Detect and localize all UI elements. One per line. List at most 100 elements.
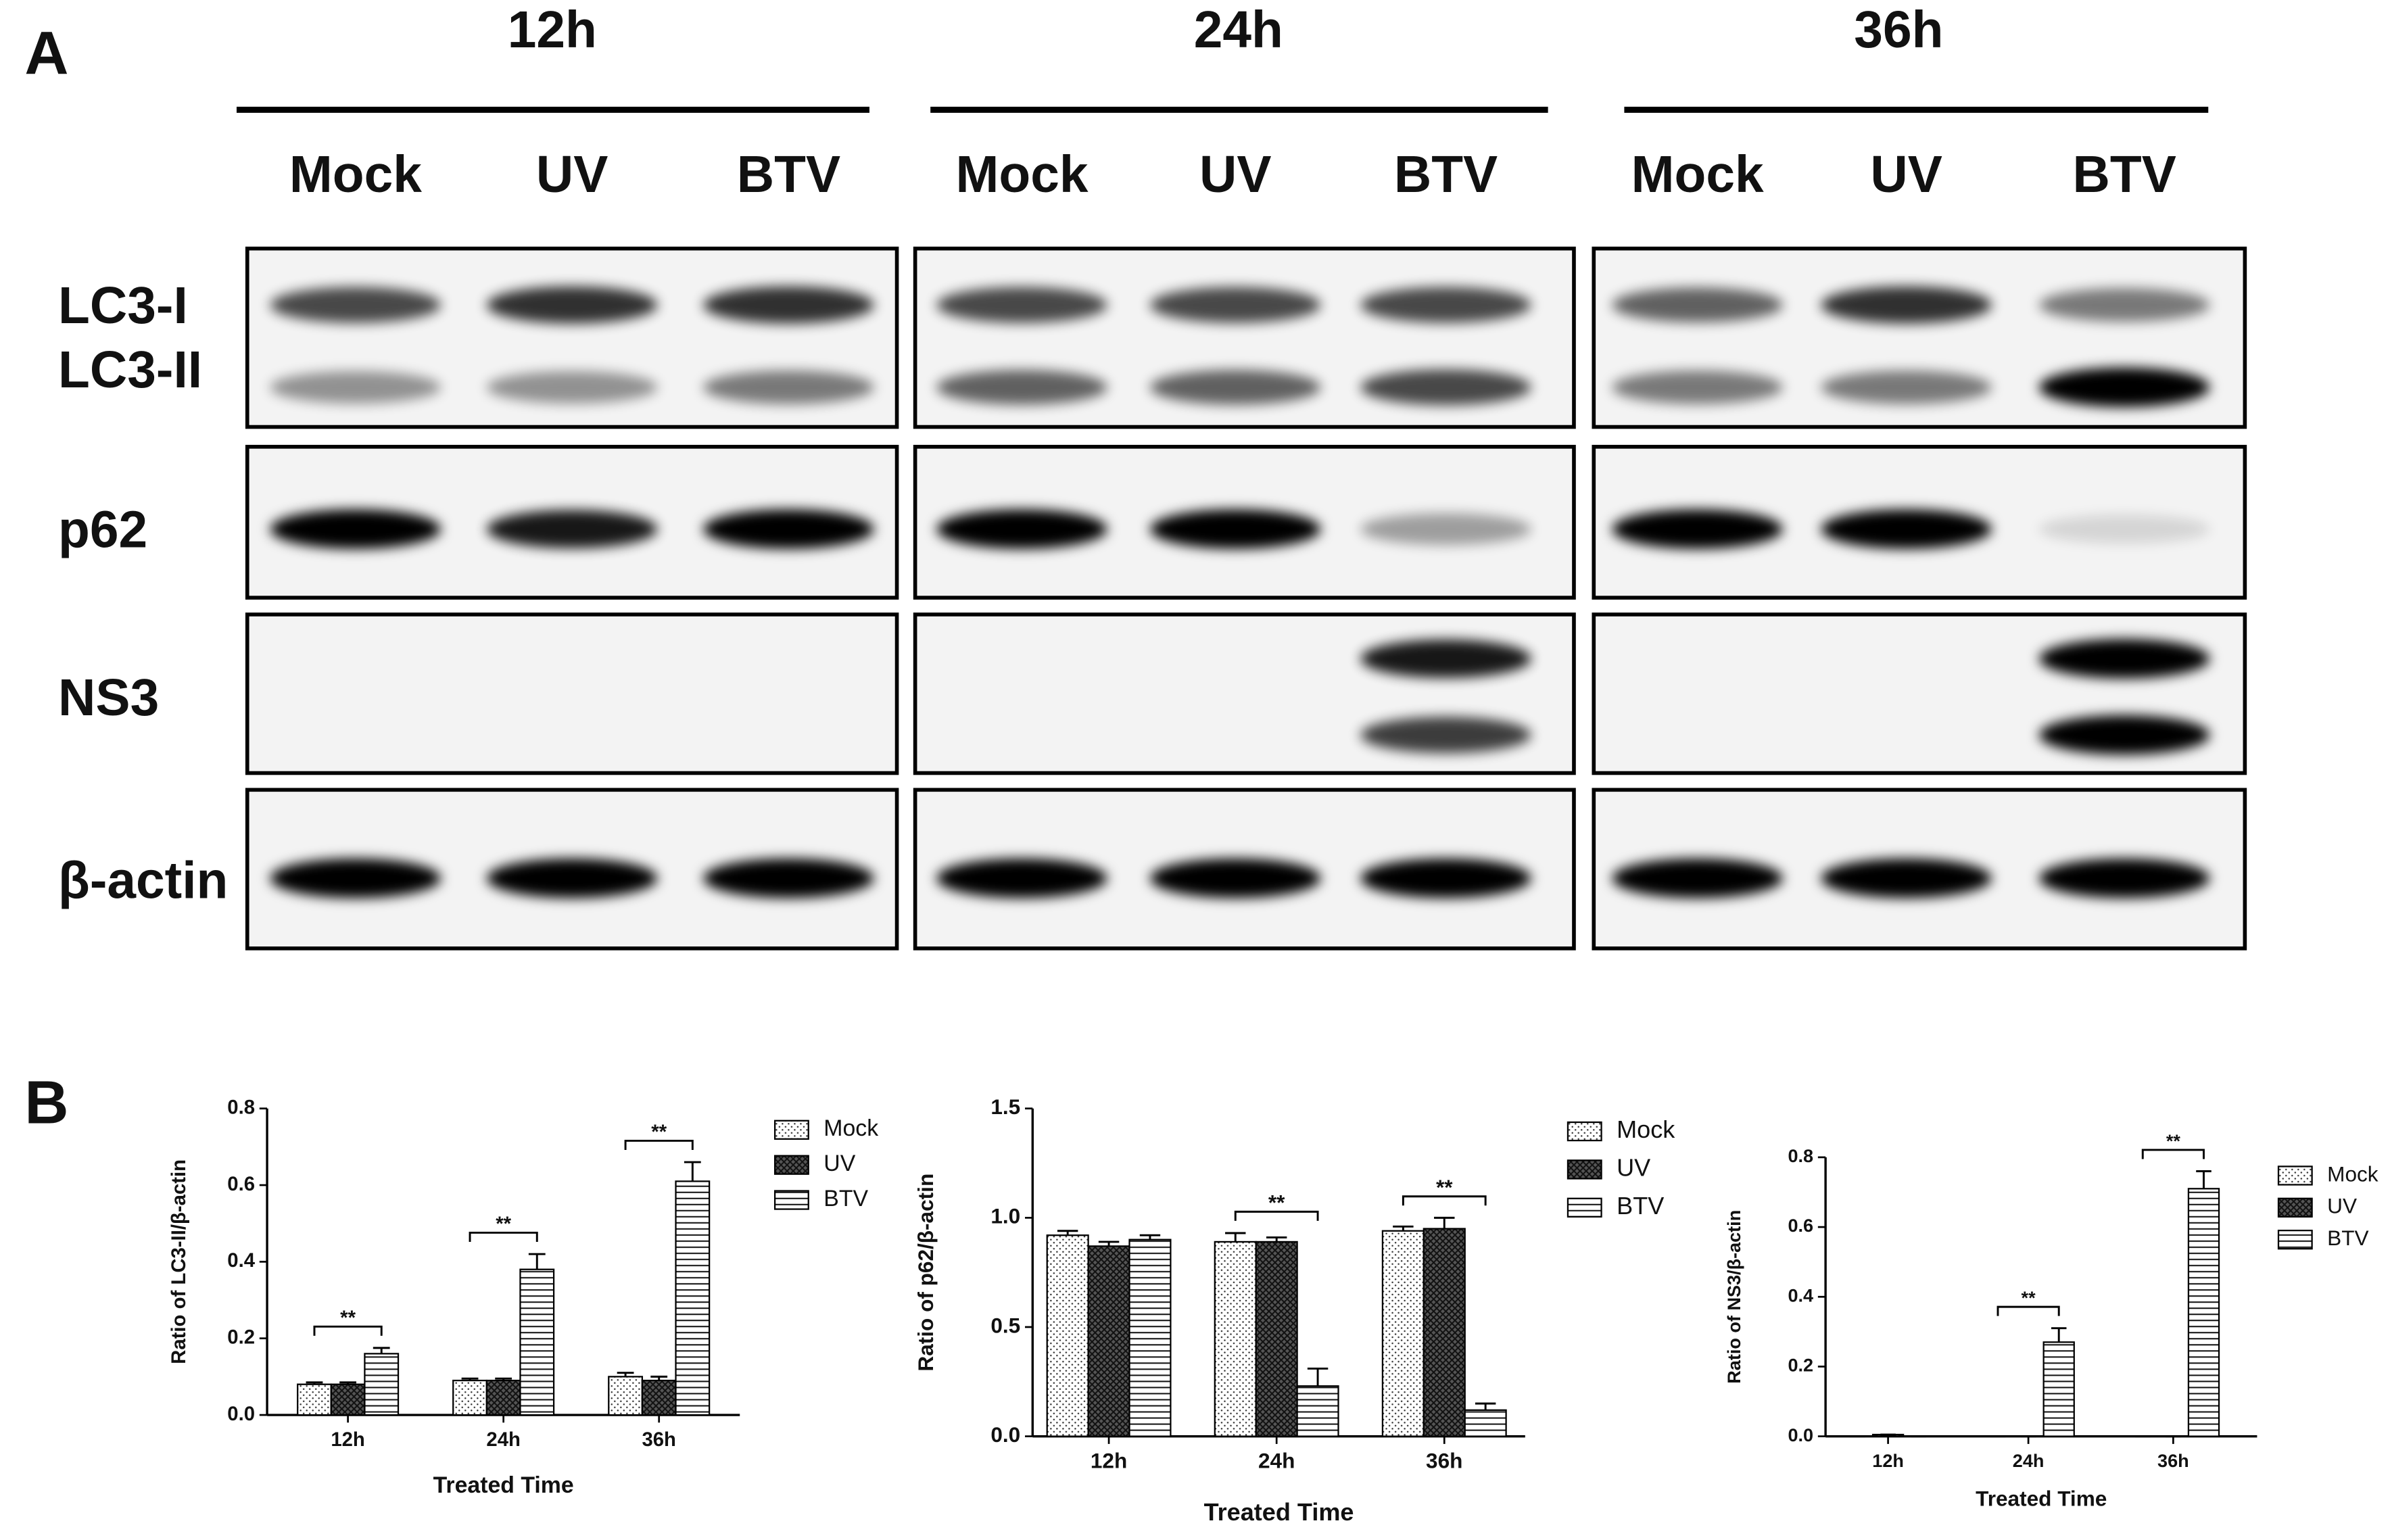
x-tick-label: 24h: [1258, 1448, 1295, 1472]
bar: [1128, 1238, 1172, 1437]
blot-band: [1612, 370, 1783, 404]
legend-label: BTV: [2327, 1226, 2368, 1250]
error-bar: [373, 1347, 390, 1354]
blot-frame: [1592, 612, 2247, 775]
blot-band: [1612, 858, 1783, 898]
legend-swatch: [773, 1155, 809, 1175]
bar: [1464, 1409, 1507, 1437]
blot-band: [270, 509, 441, 549]
lane-label: UV: [1870, 146, 1942, 203]
blot-frame: [245, 788, 899, 951]
significance-bracket: [313, 1325, 383, 1336]
blot-band: [1360, 513, 1531, 546]
blot-frame: [913, 612, 1576, 775]
y-tick-label: 0.6: [227, 1173, 255, 1195]
blot-frame: [913, 445, 1576, 600]
legend-swatch: [1567, 1121, 1602, 1142]
blot-band: [1612, 287, 1783, 322]
lane-label: Mock: [1631, 146, 1764, 203]
y-axis-label: Ratio of p62/β-actin: [913, 1174, 938, 1372]
bar: [1296, 1385, 1339, 1437]
blot-background: [247, 614, 897, 773]
legend-swatch: [773, 1190, 809, 1210]
legend-label: Mock: [1617, 1115, 1675, 1143]
blot-band: [936, 287, 1107, 323]
legend-swatch: [2277, 1230, 2313, 1250]
significance-bracket: [624, 1140, 694, 1151]
error-bar: [306, 1381, 323, 1385]
blot-band: [703, 509, 874, 549]
blot-band: [1360, 639, 1531, 678]
lane-label: BTV: [2073, 146, 2176, 203]
blot-band: [2038, 858, 2210, 898]
blot-band: [1360, 717, 1531, 754]
y-tick-label: 0.0: [227, 1403, 255, 1425]
significance-label: **: [1436, 1175, 1453, 1199]
bar: [1423, 1228, 1466, 1437]
lane-label: UV: [1199, 146, 1272, 203]
error-bar: [617, 1372, 634, 1377]
panel-label: A: [24, 20, 68, 88]
error-bar: [495, 1377, 512, 1381]
y-tick-label: 1.0: [990, 1204, 1020, 1228]
x-tick-label: 12h: [331, 1428, 365, 1451]
x-tick-label: 24h: [2013, 1451, 2045, 1471]
lane-label: UV: [536, 146, 608, 203]
bar: [1255, 1241, 1298, 1437]
blot-band: [1149, 287, 1321, 323]
error-bar: [2051, 1327, 2067, 1343]
error-bar: [1307, 1367, 1329, 1387]
lane-label: BTV: [1394, 146, 1498, 203]
error-bar: [684, 1161, 701, 1182]
x-tick-label: 24h: [486, 1428, 521, 1451]
legend-label: UV: [1617, 1153, 1650, 1181]
error-bar: [528, 1253, 546, 1270]
significance-bracket: [1402, 1195, 1487, 1206]
error-bar: [650, 1375, 668, 1381]
legend-label: UV: [2327, 1194, 2357, 1218]
bar: [364, 1353, 400, 1416]
blot-band: [2038, 514, 2210, 544]
blot-band: [1821, 286, 1992, 324]
error-bar: [1139, 1234, 1161, 1240]
bar: [485, 1379, 521, 1416]
y-tick-label: 0.8: [1788, 1146, 1813, 1166]
lane-label: BTV: [737, 146, 840, 203]
blot-band: [2038, 288, 2210, 322]
blot-frame: [245, 612, 899, 775]
y-tick-label: 0.2: [227, 1326, 255, 1348]
bar: [297, 1383, 332, 1416]
blot-band: [1821, 370, 1992, 404]
legend-label: UV: [823, 1151, 855, 1176]
y-tick-label: 0.0: [1788, 1425, 1813, 1445]
legend-swatch: [1567, 1197, 1602, 1218]
legend-swatch: [2277, 1165, 2313, 1186]
blot-band: [936, 858, 1107, 898]
x-axis-label: Treated Time: [1976, 1487, 2107, 1511]
significance-bracket: [1997, 1305, 2060, 1316]
bar: [608, 1376, 644, 1416]
legend-label: BTV: [823, 1186, 868, 1211]
significance-bracket: [1234, 1210, 1319, 1221]
blot-frame: [1592, 445, 2247, 600]
error-bar: [1475, 1402, 1496, 1410]
y-tick-label: 0.2: [1788, 1355, 1813, 1376]
legend-label: BTV: [1617, 1192, 1664, 1220]
blot-band: [1612, 509, 1783, 549]
significance-label: **: [496, 1213, 511, 1235]
bar: [1087, 1245, 1130, 1437]
y-tick-label: 0.4: [1788, 1285, 1813, 1305]
legend-label: Mock: [823, 1115, 878, 1141]
error-bar: [1266, 1236, 1287, 1242]
protein-label: p62: [58, 502, 147, 559]
blot-band: [936, 509, 1107, 549]
y-axis-label: Ratio of NS3/β-actin: [1724, 1210, 1744, 1384]
significance-bracket: [469, 1232, 538, 1243]
error-bar: [1434, 1216, 1455, 1229]
blot-band: [1360, 287, 1531, 323]
blot-frame: [245, 246, 899, 429]
error-bar: [461, 1377, 479, 1381]
blot-band: [486, 510, 658, 549]
blot-frame: [245, 445, 899, 600]
